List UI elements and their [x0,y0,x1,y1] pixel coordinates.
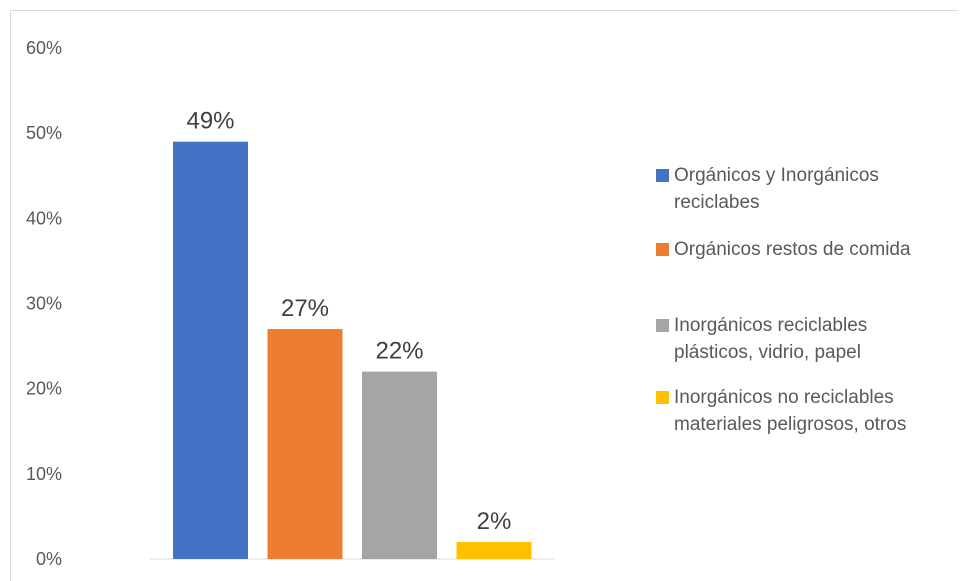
data-labels: 49% 27% 22% 2% [186,108,511,535]
legend-item-reciclables: Inorgánicos reciclables plásticos, vidri… [656,312,954,366]
y-tick-label: 0% [36,549,62,569]
legend-label-line1: Inorgánicos reciclables [674,315,868,336]
legend-label-line2: plásticos, vidrio, papel [674,342,861,363]
bar [362,371,437,559]
legend-item-no-reciclables: Inorgánicos no reciclables materiales pe… [656,384,954,438]
y-tick-label: 40% [26,208,62,228]
y-tick-label: 50% [26,123,62,143]
bars [173,141,532,559]
data-label: 27% [281,295,329,322]
bar [267,329,343,559]
legend-item-organicos-inorganicos: Orgánicos y Inorgánicos reciclabes [656,162,954,216]
y-tick-label: 60% [26,38,62,58]
legend-label: Orgánicos restos de comida [674,239,911,260]
data-label: 2% [477,508,512,535]
y-tick-label: 10% [26,464,62,484]
chart-area [10,10,958,581]
data-label: 22% [375,338,423,365]
y-axis: 0% 10% 20% 30% 40% 50% 60% [26,38,62,569]
legend-label-line1: Inorgánicos no reciclables [674,387,894,408]
bar [173,141,248,559]
legend-swatch-gray [656,319,669,332]
y-tick-label: 20% [26,379,62,399]
legend-swatch-orange [656,243,669,256]
legend-label-line2: materiales peligrosos, otros [674,414,907,435]
legend-label-line1: Orgánicos y Inorgánicos [674,165,879,186]
legend-label-line2: reciclabes [674,192,760,213]
legend-item-restos-comida: Orgánicos restos de comida [656,236,954,263]
data-label: 49% [186,108,234,135]
bar [456,541,532,559]
legend-swatch-blue [656,169,669,182]
y-tick-label: 30% [26,294,62,314]
legend-swatch-yellow [656,391,669,404]
